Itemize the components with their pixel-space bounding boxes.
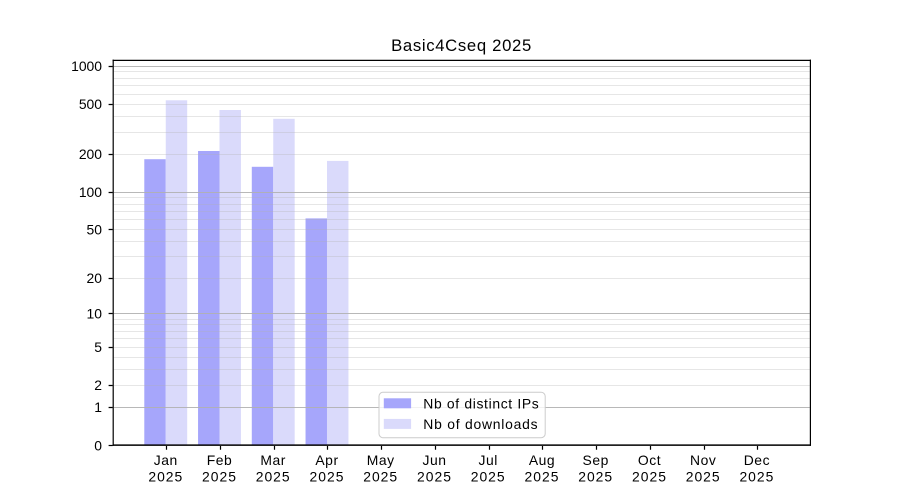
svg-text:Dec: Dec (744, 452, 770, 468)
svg-text:Sep: Sep (583, 452, 609, 468)
svg-text:20: 20 (87, 270, 103, 286)
svg-text:2025: 2025 (578, 469, 613, 485)
svg-text:May: May (367, 452, 395, 468)
svg-text:50: 50 (87, 222, 103, 238)
svg-text:2025: 2025 (417, 469, 452, 485)
svg-text:1: 1 (94, 399, 102, 415)
svg-text:Jun: Jun (422, 452, 446, 468)
svg-text:Nov: Nov (690, 452, 716, 468)
svg-text:Aug: Aug (529, 452, 555, 468)
svg-text:2025: 2025 (739, 469, 774, 485)
svg-text:2025: 2025 (686, 469, 721, 485)
svg-text:2: 2 (94, 377, 102, 393)
svg-text:2025: 2025 (256, 469, 291, 485)
svg-text:500: 500 (79, 96, 102, 112)
svg-text:Jul: Jul (478, 452, 497, 468)
svg-text:100: 100 (79, 184, 102, 200)
svg-text:Jan: Jan (154, 452, 178, 468)
svg-text:Apr: Apr (315, 452, 338, 468)
svg-text:2025: 2025 (632, 469, 667, 485)
svg-text:Feb: Feb (207, 452, 233, 468)
svg-text:Nb of distinct IPs: Nb of distinct IPs (423, 395, 539, 411)
svg-text:2025: 2025 (148, 469, 183, 485)
svg-text:2025: 2025 (363, 469, 398, 485)
svg-text:Mar: Mar (260, 452, 286, 468)
svg-text:0: 0 (94, 437, 102, 453)
svg-text:2025: 2025 (471, 469, 506, 485)
svg-text:2025: 2025 (310, 469, 345, 485)
svg-text:10: 10 (87, 306, 103, 322)
svg-text:Oct: Oct (638, 452, 661, 468)
svg-text:Basic4Cseq 2025: Basic4Cseq 2025 (391, 36, 532, 55)
svg-text:5: 5 (94, 339, 102, 355)
svg-text:200: 200 (79, 146, 102, 162)
svg-text:1000: 1000 (71, 58, 102, 74)
svg-text:2025: 2025 (525, 469, 560, 485)
svg-text:Nb of downloads: Nb of downloads (423, 416, 538, 432)
svg-text:2025: 2025 (202, 469, 237, 485)
